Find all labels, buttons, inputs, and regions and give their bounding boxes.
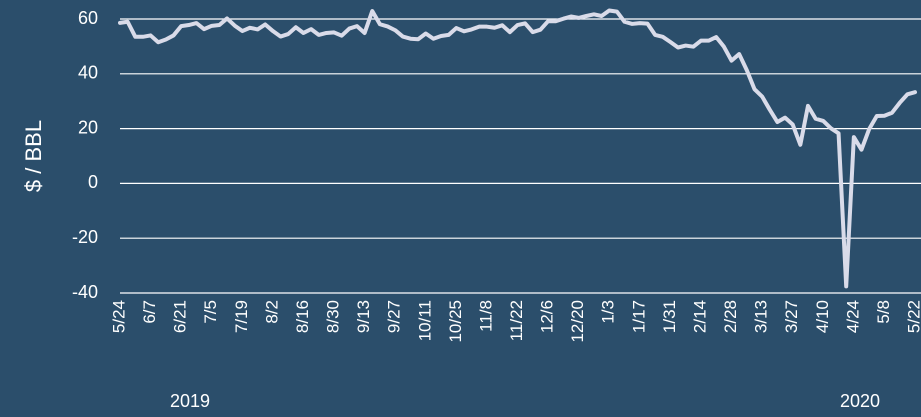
x-tick-label: 11/22 xyxy=(507,300,526,341)
y-tick-label: -20 xyxy=(72,227,98,247)
price-line xyxy=(118,8,917,289)
y-tick-label: -40 xyxy=(72,282,98,302)
x-tick-label: 6/7 xyxy=(140,300,159,324)
x-tick-label: 5/22 xyxy=(904,300,921,333)
x-tick-label: 1/3 xyxy=(599,300,618,324)
year-label: 2020 xyxy=(840,391,880,411)
x-tick-label: 9/13 xyxy=(354,300,373,333)
x-tick-label: 10/25 xyxy=(446,300,465,343)
y-tick-label: 20 xyxy=(78,117,98,137)
x-tick-label: 12/20 xyxy=(568,300,587,343)
x-tick-label: 7/19 xyxy=(232,300,251,333)
x-tick-label: 2/28 xyxy=(721,300,740,333)
x-tick-label: 12/6 xyxy=(538,300,557,333)
year-label: 2019 xyxy=(170,391,210,411)
x-tick-label: 8/30 xyxy=(324,300,343,333)
x-tick-label: 5/24 xyxy=(109,300,128,333)
x-tick-label: 4/24 xyxy=(843,300,862,333)
x-tick-label: 7/5 xyxy=(201,300,220,324)
y-tick-label: 60 xyxy=(78,8,98,28)
x-tick-label: 9/27 xyxy=(385,300,404,333)
y-tick-label: 0 xyxy=(88,172,98,192)
x-tick-label: 8/2 xyxy=(262,300,281,324)
x-tick-label: 1/31 xyxy=(660,300,679,333)
y-axis-label: $ / BBL xyxy=(21,120,46,192)
x-tick-label: 3/27 xyxy=(782,300,801,333)
x-tick-label: 2/14 xyxy=(690,300,709,333)
x-tick-label: 3/13 xyxy=(752,300,771,333)
x-tick-label: 4/10 xyxy=(813,300,832,333)
x-tick-label: 1/17 xyxy=(629,300,648,333)
x-tick-label: 5/8 xyxy=(874,300,893,324)
x-tick-label: 10/11 xyxy=(415,300,434,341)
x-tick-label: 6/21 xyxy=(171,300,190,333)
y-tick-label: 40 xyxy=(78,63,98,83)
x-tick-label: 8/16 xyxy=(293,300,312,333)
x-tick-label: 11/8 xyxy=(476,300,495,332)
